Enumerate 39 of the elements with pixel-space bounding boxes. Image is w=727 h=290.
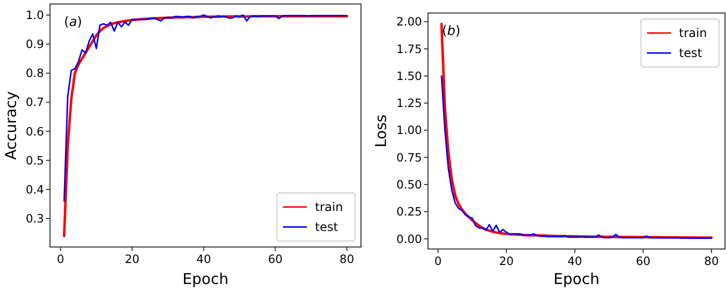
line-series [440,75,712,239]
y-tick-label: 0.3 [26,212,44,226]
x-tick-label: 60 [268,252,283,266]
y-tick-label: 1.75 [396,42,422,56]
y-tick-label: 1.00 [396,123,422,138]
y-tick-label: 0.00 [396,232,422,246]
legend-label: train [315,200,343,214]
x-tick-label: 60 [636,254,650,268]
y-tick-label: 2.00 [396,14,422,29]
y-tick-label: 0.9 [26,37,44,52]
y-tick-label: 0.5 [26,153,44,168]
y-tick-label: 0.25 [396,204,422,219]
y-tick-label: 0.6 [26,124,44,138]
x-tick-label: 20 [499,254,514,268]
x-tick-label: 20 [124,252,140,266]
y-tick-label: 0.4 [26,182,44,196]
x-tick-label: 40 [196,252,212,266]
annotation: (a) [64,15,82,30]
y-tick-label: 0.7 [26,95,44,110]
legend-label: train [679,26,707,40]
x-tick-label: 80 [704,254,719,268]
y-tick-label: 0.50 [396,178,422,192]
legend-label: test [679,46,702,60]
y-axis-title: Loss [372,114,390,148]
y-tick-label: 1.50 [396,68,422,83]
annotation: (b) [442,24,460,39]
y-tick-label: 1.0 [26,8,44,22]
x-tick-label: 80 [340,252,354,266]
x-axis-title: Epoch [182,270,228,288]
y-tick-label: 1.25 [396,96,422,110]
x-tick-label: 0 [434,254,442,268]
x-tick-label: 0 [56,252,64,266]
legend-label: test [315,220,338,234]
y-axis-title: Accuracy [2,91,20,160]
line-series [63,14,348,202]
x-tick-label: 40 [567,254,582,268]
y-tick-label: 0.75 [396,150,422,164]
y-tick-label: 0.8 [26,66,44,80]
x-axis-title: Epoch [554,270,600,288]
